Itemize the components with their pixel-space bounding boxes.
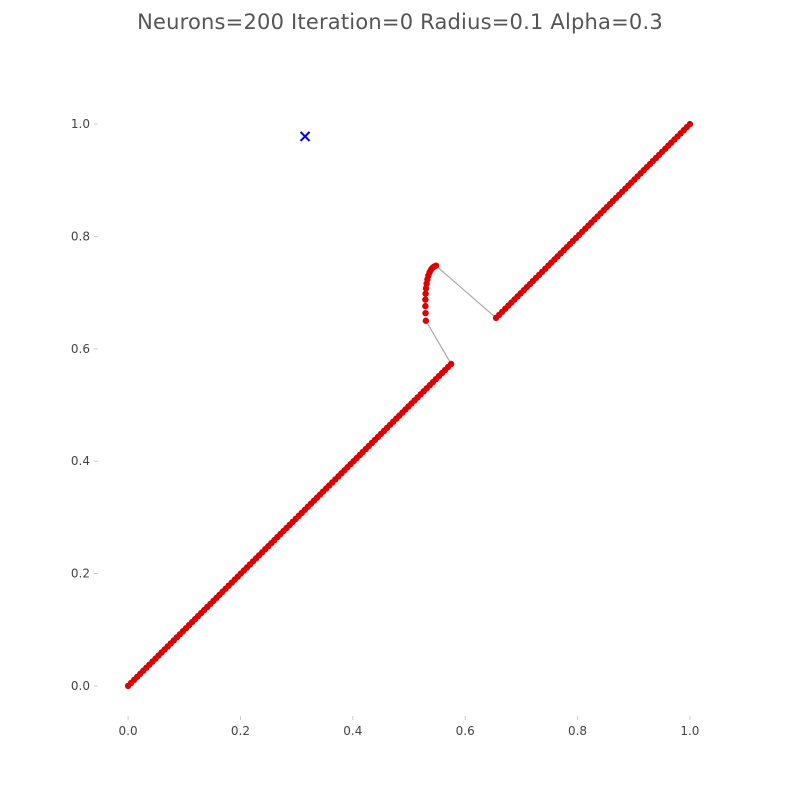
y-tick-label: 0.4 bbox=[71, 454, 90, 468]
neuron-point bbox=[432, 262, 440, 269]
sample-point-marker bbox=[299, 131, 311, 142]
x-tick-label: 0.6 bbox=[456, 724, 475, 738]
neuron-point bbox=[422, 290, 429, 297]
neuron-point bbox=[422, 296, 429, 303]
neuron-point bbox=[686, 120, 694, 128]
x-tick-label: 0.8 bbox=[568, 724, 587, 738]
neuron-point bbox=[422, 309, 429, 317]
x-tick-label: 1.0 bbox=[680, 724, 699, 738]
y-tick-label: 0.8 bbox=[71, 229, 90, 243]
x-tick-label: 0.4 bbox=[343, 724, 362, 738]
neuron-point bbox=[422, 317, 430, 324]
y-tick-label: 0.6 bbox=[71, 342, 90, 356]
neuron-point bbox=[447, 360, 455, 368]
y-tick-label: 0.0 bbox=[71, 679, 90, 693]
neuron-point bbox=[422, 302, 429, 310]
y-tick-label: 1.0 bbox=[71, 117, 90, 131]
neuron-point bbox=[422, 285, 430, 292]
chart-title: Neurons=200 Iteration=0 Radius=0.1 Alpha… bbox=[137, 10, 663, 34]
x-tick-label: 0.2 bbox=[231, 724, 250, 738]
x-tick-label: 0.0 bbox=[119, 724, 138, 738]
y-tick-label: 0.2 bbox=[71, 567, 90, 581]
neuron-connector-line bbox=[435, 265, 497, 319]
neuron-connector-line bbox=[425, 320, 452, 365]
